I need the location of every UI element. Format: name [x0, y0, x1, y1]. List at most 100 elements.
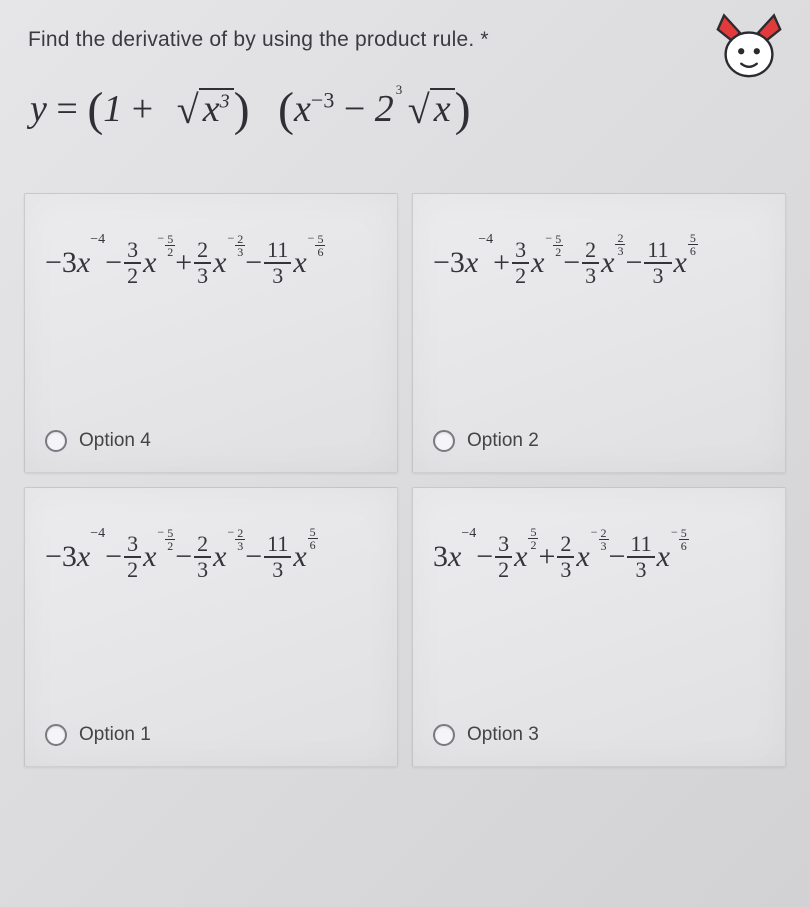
worksheet-sheet: Find the derivative of by using the prod…	[0, 0, 810, 907]
lparen-2: (	[278, 83, 294, 136]
root-index: 3	[396, 82, 403, 98]
rparen-1: )	[234, 83, 250, 136]
t1-p2n: 2	[615, 232, 625, 244]
t0-x1: x	[143, 246, 156, 280]
t1-x1: x	[531, 246, 544, 280]
t1-p2d: 3	[615, 245, 625, 257]
t3-f2d: 3	[557, 558, 574, 582]
t1-p3d: 6	[688, 245, 698, 257]
option-row-3: Option 3	[433, 694, 765, 746]
t1-f2: 23	[582, 238, 599, 288]
t0-p3: −56	[308, 232, 326, 258]
t1-f1n: 3	[512, 238, 529, 262]
t3-x2: x	[576, 540, 589, 574]
t2-f1d: 2	[124, 558, 141, 582]
option-tile-1[interactable]: −3x−4 − 32 x−52 − 23 x−23 − 113 x56 Opti…	[24, 487, 398, 767]
main-equation: y = (1 + √x3 ) (x−3 − 2 3 √x )	[28, 78, 782, 133]
t3-f3d: 3	[633, 558, 650, 582]
t1-lead: −3	[433, 246, 465, 280]
t0-x3: x	[293, 246, 306, 280]
t2-p1: −52	[157, 526, 175, 552]
option-tile-2[interactable]: −3x−4 + 32 x−52 − 23 x23 − 113 x56 Optio…	[412, 193, 786, 473]
radio-option-4[interactable]	[45, 430, 67, 452]
t2-f1: 32	[124, 532, 141, 582]
t3-p1d: 2	[528, 539, 538, 551]
t0-p2: −23	[227, 232, 245, 258]
radio-option-3[interactable]	[433, 724, 455, 746]
options-grid: −3x−4 − 32 x−52 + 23 x−23 − 113 x−56 Opt…	[24, 193, 786, 767]
eq-x1: x	[294, 88, 311, 130]
t1-f1: 32	[512, 238, 529, 288]
t3-op1: −	[476, 540, 493, 574]
t0-p3d: 6	[315, 246, 325, 258]
t0-f2d: 3	[194, 264, 211, 288]
t2-op1: −	[105, 540, 122, 574]
t3-e0: −4	[461, 526, 476, 541]
eq-one: 1	[103, 88, 122, 130]
t1-op2: −	[563, 246, 580, 280]
t1-p2: 23	[615, 232, 625, 257]
t3-f3: 113	[627, 532, 654, 582]
t1-op3: −	[625, 246, 642, 280]
formula-opt1: −3x−4 − 32 x−52 − 23 x−23 − 113 x56	[45, 532, 377, 582]
t0-p2d: 3	[235, 246, 245, 258]
t0-op1: −	[105, 246, 122, 280]
t0-f3: 113	[264, 238, 291, 288]
rparen-2: )	[455, 83, 471, 136]
option-tile-3[interactable]: 3x−4 − 32 x52 + 23 x−23 − 113 x−56 Optio…	[412, 487, 786, 767]
t0-p1: −52	[157, 232, 175, 258]
t0-f2n: 2	[194, 238, 211, 262]
option-label-3: Option 3	[467, 724, 539, 746]
radio-option-1[interactable]	[45, 724, 67, 746]
option-label-2: Option 2	[467, 430, 539, 452]
t1-f3d: 3	[649, 264, 666, 288]
t0-lead: −3	[45, 246, 77, 280]
t2-x1: x	[143, 540, 156, 574]
lparen-1: (	[87, 83, 103, 136]
t0-x0: x	[77, 246, 90, 280]
t3-p3n: 5	[679, 527, 689, 539]
t1-p3n: 5	[688, 232, 698, 244]
t0-op2: +	[175, 246, 192, 280]
t3-x1: x	[514, 540, 527, 574]
t1-x2: x	[601, 246, 614, 280]
t1-x0: x	[465, 246, 478, 280]
t1-f3: 113	[644, 238, 671, 288]
t2-x2: x	[213, 540, 226, 574]
t2-f3: 113	[264, 532, 291, 582]
sqrt-exp: 3	[220, 90, 230, 112]
eq-minus: −	[344, 88, 365, 130]
t3-op3: −	[609, 540, 626, 574]
t2-f2d: 3	[194, 558, 211, 582]
formula-opt3: 3x−4 − 32 x52 + 23 x−23 − 113 x−56	[433, 532, 765, 582]
t2-f1n: 3	[124, 532, 141, 556]
mascot-logo-icon	[706, 6, 792, 84]
t2-lead: −3	[45, 540, 77, 574]
cbrt-x: 3 √x	[394, 84, 455, 131]
t1-f3n: 11	[644, 238, 671, 262]
t3-p2n: 2	[599, 527, 609, 539]
option-label-4: Option 4	[79, 430, 151, 452]
t3-x0: x	[448, 540, 461, 574]
t3-x3: x	[657, 540, 670, 574]
t2-p3: 56	[308, 526, 318, 551]
option-row-4: Option 4	[45, 400, 377, 452]
radio-option-2[interactable]	[433, 430, 455, 452]
t2-p2: −23	[227, 526, 245, 552]
option-tile-4[interactable]: −3x−4 − 32 x−52 + 23 x−23 − 113 x−56 Opt…	[24, 193, 398, 473]
t0-op3: −	[245, 246, 262, 280]
t1-f2d: 3	[582, 264, 599, 288]
t1-p3: 56	[688, 232, 698, 257]
t2-p1n: 5	[165, 527, 175, 539]
t2-f3n: 11	[264, 532, 291, 556]
t1-f2n: 2	[582, 238, 599, 262]
t0-f1n: 3	[124, 238, 141, 262]
t2-p3n: 5	[308, 526, 318, 538]
t0-p1n: 5	[165, 233, 175, 245]
t3-p3d: 6	[679, 540, 689, 552]
t2-f2n: 2	[194, 532, 211, 556]
t3-p2d: 3	[599, 540, 609, 552]
t2-x3: x	[293, 540, 306, 574]
equals-sign: =	[56, 88, 87, 130]
t2-p2n: 2	[235, 527, 245, 539]
